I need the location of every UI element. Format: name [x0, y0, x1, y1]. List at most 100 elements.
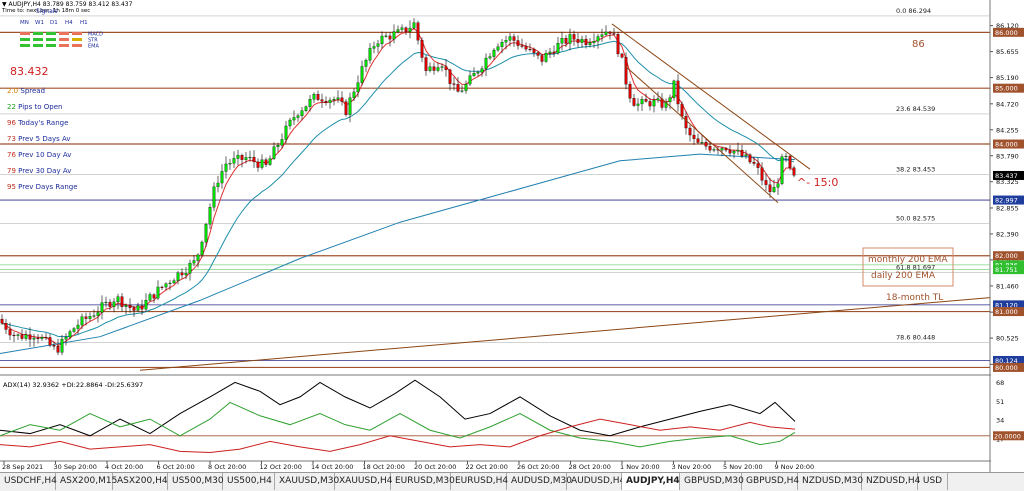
tab-xauusd-h4[interactable]: XAUUSD,H4: [335, 473, 393, 490]
signal-bar: [59, 44, 69, 47]
tab-usd[interactable]: USD: [918, 473, 948, 490]
fib-price: 82.575: [913, 215, 936, 223]
candle-body: [400, 27, 404, 30]
price-scale[interactable]: 86.120 85.655 85.190 84.720 84.255 83.790 83.3…: [990, 0, 1024, 472]
candle-body: [344, 101, 348, 115]
tab-audjpy-h4[interactable]: AUDJPY,H4: [622, 473, 680, 490]
candle-body: [772, 187, 776, 192]
price-tick-label: 83.790: [996, 152, 1019, 160]
candle-body: [16, 334, 20, 336]
candle-body: [548, 51, 552, 54]
candle-body: [552, 51, 556, 54]
candle-body: [628, 84, 632, 99]
timeframe-label: H1: [80, 20, 88, 26]
candle-body: [376, 43, 380, 47]
candle-body: [708, 146, 712, 151]
candle-body: [228, 163, 232, 165]
candle-body: [356, 82, 360, 93]
candle-body: [612, 33, 616, 35]
symbol-tab-bar: USDCHF,H4 ASX200,M15 ASX200,H4 US500,M30 US5…: [0, 472, 1024, 491]
tab-xauusd-m30[interactable]: XAUUSD,M30: [275, 473, 339, 490]
tab-nzdusd-m30[interactable]: NZDUSD,M30: [798, 473, 863, 490]
candle-body: [196, 254, 200, 261]
tab-asx200-h4[interactable]: ASX200,H4: [113, 473, 168, 490]
price-tick-label: 84.720: [996, 100, 1019, 108]
candle-body: [636, 103, 640, 106]
price-tag-background: [993, 27, 1024, 37]
candle-body: [672, 80, 676, 98]
time-label: 9 Nov 20:00: [775, 463, 815, 471]
candle-body: [320, 99, 324, 102]
candle-body: [324, 100, 328, 103]
stat-label: Prev 5 Days Av: [18, 135, 70, 143]
candle-body: [184, 273, 188, 276]
candle-body: [428, 66, 432, 71]
stat-row: 22 Pips to Open: [7, 103, 62, 111]
candle-body: [360, 66, 364, 83]
tab-gbpusd-m30[interactable]: GBPUSD,M30: [680, 473, 744, 490]
candle-body: [380, 35, 384, 44]
time-label: 30 Sep 20:00: [54, 463, 97, 471]
plus-di-line: [0, 401, 796, 448]
candle-body: [352, 91, 356, 98]
candle-body: [608, 31, 612, 34]
candle-body: [528, 48, 532, 51]
fib-ratio: 78.6: [896, 333, 910, 341]
candle-body: [640, 99, 644, 105]
candle-body: [88, 316, 92, 319]
candle-body: [248, 156, 252, 159]
price-tag-background: [993, 195, 1024, 205]
chart-area[interactable]: 0.0 86.294 23.6 84.539 38.2 83.453 50.0 82.…: [0, 0, 1024, 472]
candle-body: [244, 157, 248, 160]
tab-eurusd-m30[interactable]: EURUSD,M30: [391, 473, 455, 490]
signal-bar: [72, 38, 82, 41]
tab-us500-h4[interactable]: US500,H4: [223, 473, 275, 490]
candle-body: [392, 31, 396, 40]
candle-body: [732, 151, 736, 154]
price-tick-label: 80.525: [996, 335, 1019, 343]
candle-body: [780, 156, 784, 184]
candle-body: [140, 305, 144, 310]
candle-body: [520, 45, 524, 47]
candle-body: [480, 68, 484, 73]
candle-body: [20, 334, 24, 339]
tab-nzdusd-h4[interactable]: NZDUSD,H4: [862, 473, 920, 490]
candle-body: [116, 296, 120, 303]
fib-label: 78.6 80.448: [896, 333, 935, 341]
candle-body: [648, 101, 652, 107]
tab-audusd-h4[interactable]: AUDUSD,H4: [567, 473, 625, 490]
candle-body: [424, 57, 428, 71]
candle-body: [220, 171, 224, 184]
candle-body: [484, 57, 488, 69]
candle-body: [600, 34, 604, 37]
candle-body: [792, 167, 796, 176]
tab-eurusd-h4[interactable]: EURUSD,H4: [451, 473, 508, 490]
candle-body: [588, 42, 592, 45]
price-tag-background: [993, 265, 1024, 275]
tab-us500-m30[interactable]: US500,M30: [168, 473, 224, 490]
time-label: 5 Nov 20:00: [723, 463, 763, 471]
candle-body: [684, 116, 688, 129]
tab-usdchf-h4[interactable]: USDCHF,H4: [0, 473, 57, 490]
signal-bar: [20, 44, 30, 47]
candle-body: [460, 90, 464, 92]
tab-asx200-m15[interactable]: ASX200,M15: [56, 473, 117, 490]
candle-body: [476, 72, 480, 74]
candle-body: [216, 182, 220, 188]
time-to-next-bar: Time to: next bar: 1h 18m 0 sec: [1, 8, 90, 14]
candle-body: [56, 346, 60, 353]
candle-body: [180, 272, 184, 276]
signals-title: Signals: [36, 8, 58, 15]
candle-body: [52, 345, 56, 347]
candle-body: [416, 22, 420, 41]
tab-gbpusd-h4[interactable]: GBPUSD,H4: [742, 473, 799, 490]
tab-audusd-m30[interactable]: AUDUSD,M30: [507, 473, 572, 490]
stat-value: 22: [7, 103, 16, 111]
time-axis: 28 Sep 2021 30 Sep 20:00 4 Oct 20:00 6 Oct …: [2, 461, 814, 471]
candle-body: [92, 315, 96, 317]
price-tag-background: [993, 362, 1024, 372]
signal-bar: [46, 32, 56, 35]
stat-row: 2.0 Spread: [7, 87, 45, 95]
price-tag-background: [993, 260, 1024, 270]
candle-body: [120, 296, 124, 307]
